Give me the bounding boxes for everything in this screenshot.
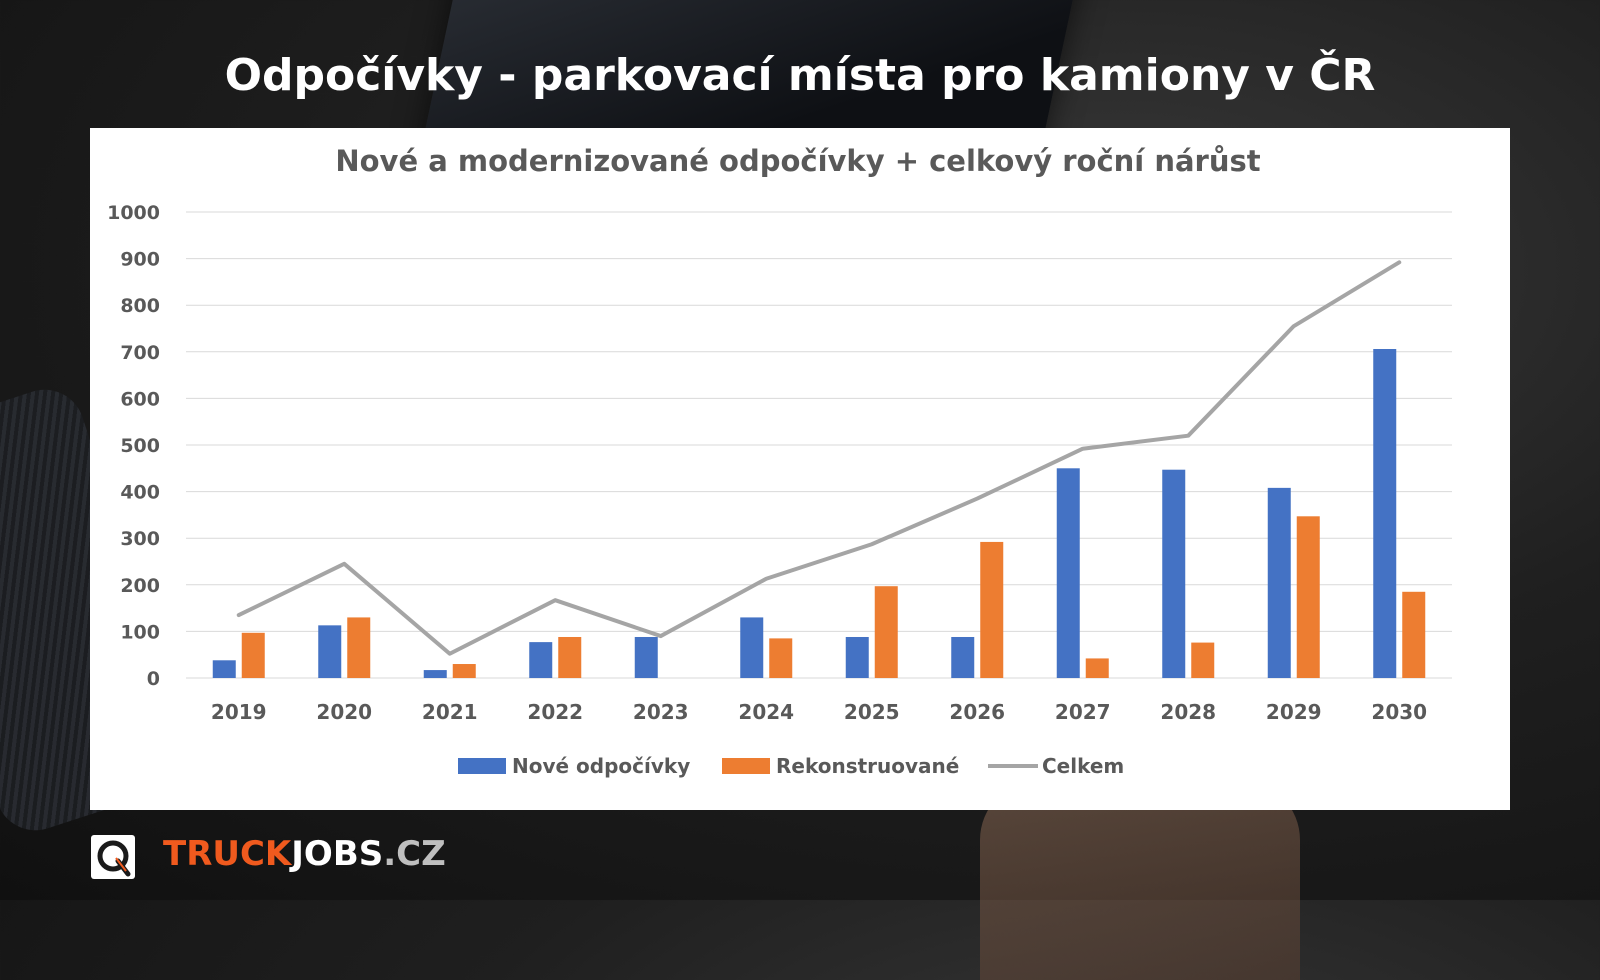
bar-nove — [529, 642, 553, 678]
bar-rekonstruovane — [1402, 591, 1426, 678]
legend: Nové odpočívky Rekonstruované Celkem — [458, 754, 1124, 778]
truckjobs-logo-icon — [91, 835, 135, 879]
background-hand — [980, 780, 1300, 980]
chart-svg: Nové a modernizované odpočívky + celkový… — [107, 144, 1452, 778]
bar-rekonstruovane — [1191, 642, 1215, 678]
legend-label: Celkem — [1042, 754, 1124, 778]
x-tick-label: 2024 — [738, 700, 794, 724]
brand-part-domain: .CZ — [383, 834, 446, 874]
x-tick-label: 2030 — [1371, 700, 1427, 724]
y-tick-label: 200 — [120, 575, 160, 597]
bar-nove — [1267, 487, 1291, 678]
bars — [212, 349, 1426, 678]
x-tick-label: 2022 — [527, 700, 583, 724]
legend-label: Nové odpočívky — [512, 754, 690, 778]
brand-part-truck: TRUCK — [163, 834, 292, 874]
line-celkem — [236, 260, 1402, 656]
legend-swatch — [722, 758, 770, 774]
chart-panel: Nové a modernizované odpočívky + celkový… — [90, 128, 1510, 810]
bar-nove — [212, 660, 236, 678]
y-tick-label: 1000 — [107, 202, 160, 224]
y-tick-label: 0 — [147, 668, 160, 690]
y-tick-label: 400 — [120, 482, 160, 504]
bar-rekonstruovane — [980, 541, 1004, 678]
legend-label: Rekonstruované — [776, 754, 959, 778]
x-tick-label: 2023 — [633, 700, 689, 724]
legend-swatch — [458, 758, 506, 774]
x-tick-label: 2019 — [211, 700, 267, 724]
bar-rekonstruovane — [347, 617, 371, 678]
y-tick-label: 800 — [120, 295, 160, 317]
bar-rekonstruovane — [1085, 658, 1109, 678]
bar-nove — [423, 670, 447, 678]
bar-rekonstruovane — [874, 586, 898, 678]
y-tick-label: 900 — [120, 249, 160, 271]
brand-part-jobs: JOBS — [291, 834, 384, 874]
x-tick-label: 2021 — [422, 700, 478, 724]
y-axis-ticks: 0 100 200 300 400 500 600 700 800 900 1000 — [107, 202, 160, 690]
x-tick-label: 2029 — [1266, 700, 1322, 724]
y-tick-label: 500 — [120, 435, 160, 457]
y-tick-label: 300 — [120, 528, 160, 550]
bar-rekonstruovane — [769, 638, 793, 678]
x-tick-label: 2027 — [1055, 700, 1111, 724]
chart-title: Nové a modernizované odpočívky + celkový… — [335, 144, 1260, 178]
bar-nove — [951, 636, 975, 678]
bar-nove — [845, 636, 869, 678]
x-axis-ticks: 2019 2020 2021 2022 2023 2024 2025 2026 2027 2028… — [211, 700, 1427, 724]
bar-nove — [1162, 469, 1186, 678]
total-line — [236, 260, 1402, 656]
x-tick-label: 2020 — [316, 700, 372, 724]
y-tick-label: 700 — [120, 342, 160, 364]
bar-nove — [634, 636, 658, 678]
x-tick-label: 2028 — [1160, 700, 1216, 724]
x-tick-label: 2025 — [844, 700, 900, 724]
bar-nove — [1056, 468, 1080, 678]
bar-nove — [1373, 349, 1397, 678]
y-tick-label: 600 — [120, 388, 160, 410]
x-tick-label: 2026 — [949, 700, 1005, 724]
footer-brand: TRUCKJOBS.CZ — [163, 834, 446, 874]
gridlines — [186, 211, 1452, 679]
bar-rekonstruovane — [241, 632, 265, 678]
bar-rekonstruovane — [558, 636, 582, 678]
bar-nove — [318, 625, 342, 678]
bar-rekonstruovane — [452, 664, 476, 678]
y-tick-label: 100 — [120, 621, 160, 643]
bar-rekonstruovane — [1296, 516, 1320, 678]
bar-nove — [740, 617, 764, 678]
page-title: Odpočívky - parkovací místa pro kamiony … — [224, 50, 1376, 101]
